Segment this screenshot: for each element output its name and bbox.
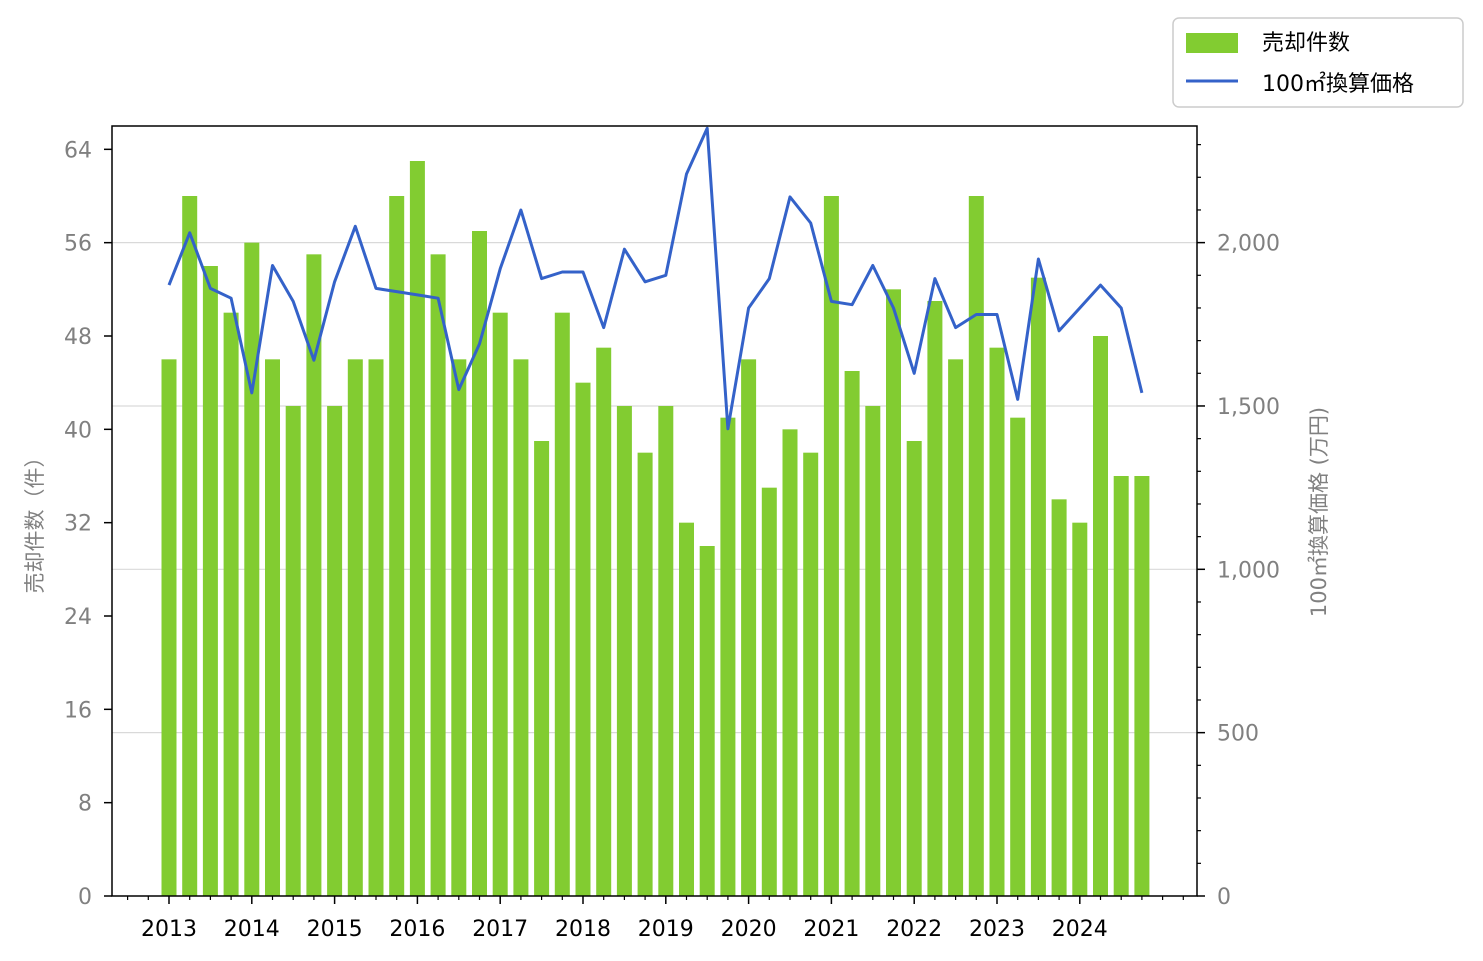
- right-axis-title: 100㎡換算価格 (万円): [1307, 407, 1331, 617]
- bar: [161, 359, 177, 896]
- bar: [575, 382, 591, 897]
- legend: 売却件数 100㎡換算価格: [1172, 17, 1464, 108]
- bar: [1113, 476, 1129, 896]
- x-tick-label: 2019: [638, 917, 694, 942]
- bar: [720, 417, 736, 896]
- x-tick-label: 2020: [721, 917, 777, 942]
- bar-series: [161, 161, 1150, 897]
- bar: [327, 406, 343, 896]
- left-axis: 0 8 16 24 32 40 48 56 64: [64, 138, 112, 910]
- bar: [679, 522, 694, 896]
- bar: [513, 359, 529, 896]
- bar: [596, 347, 612, 897]
- bar: [886, 289, 901, 896]
- bar: [492, 312, 508, 897]
- left-axis-title: 売却件数（件）: [23, 447, 47, 594]
- x-tick-label: 2023: [969, 917, 1025, 942]
- right-tick-label: 1,500: [1217, 395, 1280, 420]
- bar: [285, 406, 301, 896]
- bar: [616, 406, 632, 896]
- bar: [803, 452, 819, 896]
- x-tick-label: 2018: [555, 917, 611, 942]
- bar: [989, 347, 1005, 897]
- left-tick-label: 0: [78, 885, 92, 910]
- bar: [741, 359, 757, 896]
- bar: [844, 371, 860, 896]
- left-tick-label: 8: [78, 792, 92, 817]
- bar: [906, 441, 922, 896]
- left-tick-label: 48: [64, 325, 92, 350]
- bar: [430, 254, 446, 897]
- bar: [637, 452, 653, 896]
- legend-bar-swatch: [1186, 33, 1238, 53]
- plot-frame: [111, 125, 1198, 897]
- bar: [761, 487, 777, 896]
- legend-box: [1172, 17, 1464, 108]
- bar: [658, 406, 674, 896]
- bar: [202, 266, 218, 896]
- right-tick-label: 0: [1217, 885, 1231, 910]
- bar: [1072, 522, 1088, 896]
- left-tick-label: 32: [64, 512, 92, 537]
- bar: [368, 359, 384, 896]
- x-tick-label: 2022: [886, 917, 942, 942]
- legend-label-price: 100㎡換算価格: [1262, 71, 1414, 97]
- left-tick-label: 56: [64, 232, 92, 257]
- bar: [534, 441, 550, 896]
- bar: [389, 196, 405, 896]
- bar: [1134, 476, 1150, 896]
- bar: [554, 312, 570, 897]
- x-tick-label: 2024: [1052, 917, 1108, 942]
- bar: [1051, 499, 1067, 896]
- x-tick-label: 2015: [307, 917, 363, 942]
- bar: [1030, 277, 1046, 897]
- left-tick-label: 40: [64, 418, 92, 443]
- bar: [472, 231, 487, 896]
- bar: [182, 196, 198, 896]
- bottom-axis: 2013 2014 2015 2016 2017 2018 2019 2020 2021 2022…: [126, 896, 1184, 942]
- bar: [927, 301, 943, 896]
- bar: [1010, 417, 1026, 896]
- left-tick-label: 64: [64, 138, 92, 163]
- bar: [823, 196, 839, 896]
- bar: [306, 254, 322, 897]
- bar: [699, 546, 715, 896]
- x-tick-label: 2017: [472, 917, 528, 942]
- right-tick-label: 2,000: [1217, 232, 1280, 257]
- x-tick-label: 2013: [141, 917, 197, 942]
- bar: [782, 429, 798, 896]
- bar: [347, 359, 363, 896]
- x-tick-label: 2016: [389, 917, 445, 942]
- bar: [223, 312, 239, 897]
- x-tick-label: 2021: [803, 917, 859, 942]
- bar: [409, 161, 425, 896]
- right-axis: 0 500 1,000 1,500 2,000: [1197, 144, 1280, 910]
- bar: [1093, 336, 1108, 896]
- bar: [265, 359, 280, 896]
- bar: [451, 359, 467, 896]
- bar: [948, 359, 964, 896]
- legend-label-sales-count: 売却件数: [1262, 31, 1350, 56]
- left-tick-label: 16: [64, 698, 92, 723]
- bar: [244, 242, 260, 896]
- price-line-series: [167, 126, 1144, 431]
- left-tick-label: 24: [64, 605, 92, 630]
- bar: [968, 196, 984, 896]
- x-tick-label: 2014: [224, 917, 280, 942]
- right-tick-label: 500: [1217, 722, 1259, 747]
- bar: [865, 406, 881, 896]
- right-tick-label: 1,000: [1217, 558, 1280, 583]
